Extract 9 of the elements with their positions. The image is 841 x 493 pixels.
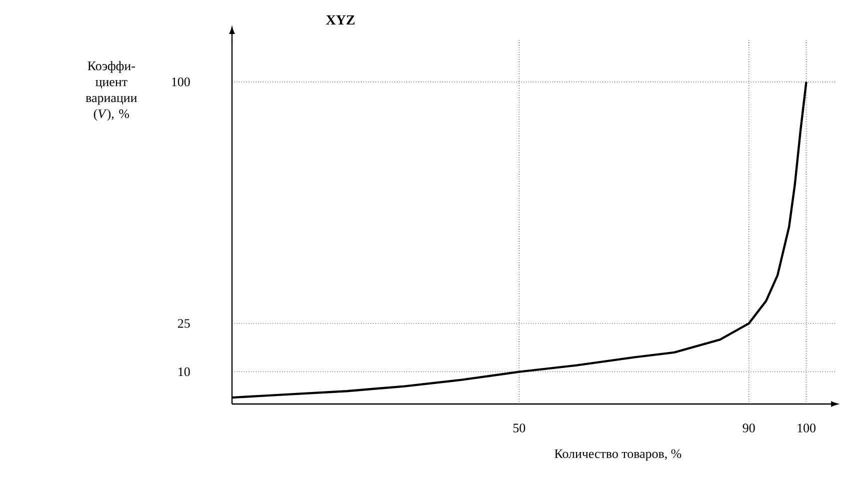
y-tick-label: 10 bbox=[178, 367, 190, 376]
chart-title: XYZ bbox=[326, 15, 355, 24]
x-tick-label: 50 bbox=[513, 424, 526, 432]
y-tick-label: 100 bbox=[172, 78, 190, 86]
y-tick-label: 25 bbox=[178, 319, 190, 328]
x-tick-label: 90 bbox=[742, 424, 755, 432]
x-axis-title: Количество товаров, % bbox=[554, 449, 682, 461]
x-tick-label: 100 bbox=[798, 424, 816, 432]
y-axis-title: Коэффи-циент вариации (V), % bbox=[86, 61, 137, 121]
